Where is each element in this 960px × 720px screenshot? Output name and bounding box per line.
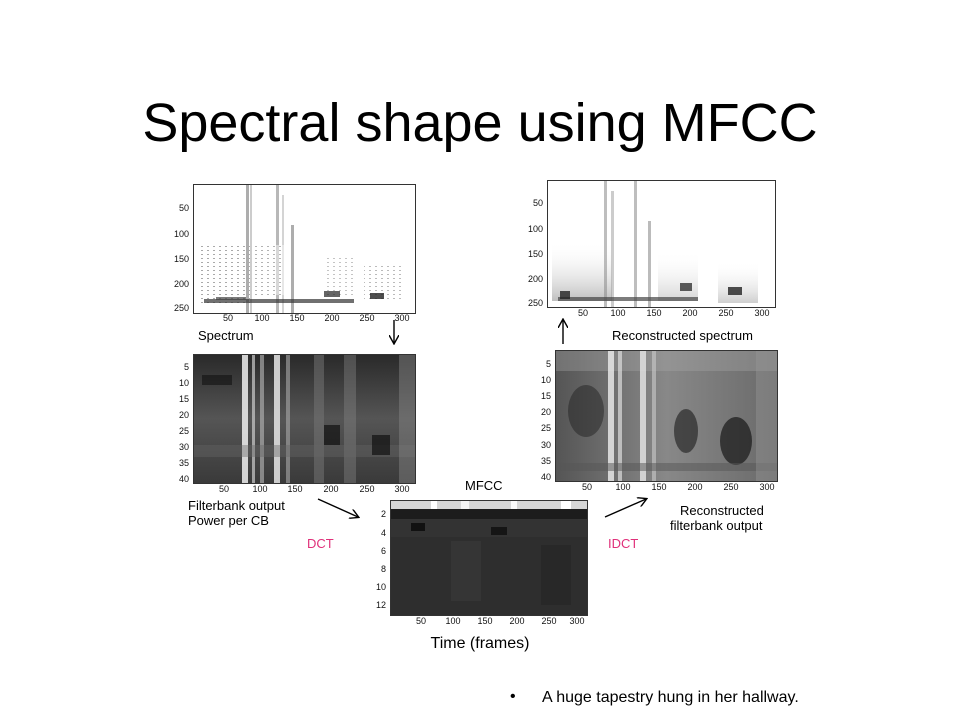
bullet-marker: • (510, 688, 516, 705)
reconstructed-filterbank-x-tick: 300 (759, 482, 775, 492)
filterbank-y-tick: 10 (178, 378, 189, 388)
reconstructed-filterbank-y-tick: 25 (540, 423, 551, 433)
filterbank-image (194, 355, 415, 483)
reconstructed-filterbank-x-tick: 50 (581, 482, 592, 492)
reconstructed-filterbank-y-tick: 20 (540, 407, 551, 417)
mfcc-x-tick: 100 (445, 616, 461, 626)
filterbank-y-tick: 15 (178, 394, 189, 404)
filterbank-x-tick: 300 (394, 484, 410, 494)
reconstructed-spectrum-x-tick: 50 (577, 308, 588, 318)
mfcc-to-reconstructed-filterbank-arrow (604, 499, 646, 518)
reconstructed-spectrum-x-tick: 200 (682, 308, 698, 318)
reconstructed-filterbank-plot (555, 350, 778, 482)
reconstructed-filterbank-y-tick: 5 (545, 359, 551, 369)
reconstructed-spectrum-image (552, 181, 758, 307)
filterbank-to-mfcc-arrow (317, 498, 358, 517)
reconstructed-spectrum-x-tick: 250 (718, 308, 734, 318)
spectrum-x-tick: 150 (289, 313, 305, 323)
spectrum-y-tick: 50 (178, 203, 189, 213)
filterbank-label-line2: Power per CB (188, 513, 269, 528)
spectrum-x-tick: 50 (222, 313, 233, 323)
mfcc-y-tick: 10 (375, 582, 386, 592)
bullet-text: A huge tapestry hung in her hallway. (542, 689, 799, 706)
spectrum-label: Spectrum (198, 328, 254, 343)
mfcc-y-tick: 8 (380, 564, 386, 574)
filterbank-y-tick: 35 (178, 458, 189, 468)
reconstructed-spectrum-y-tick: 100 (527, 224, 543, 234)
spectrum-x-tick: 100 (254, 313, 270, 323)
mfcc-x-tick: 50 (415, 616, 426, 626)
reconstructed-filterbank-x-tick: 200 (687, 482, 703, 492)
reconstructed-spectrum-y-tick: 150 (527, 249, 543, 259)
filterbank-y-tick: 30 (178, 442, 189, 452)
filterbank-plot (193, 354, 416, 484)
reconstructed-spectrum-y-tick: 250 (527, 298, 543, 308)
reconstructed-spectrum-label: Reconstructed spectrum (612, 328, 753, 343)
spectrum-y-tick: 150 (173, 254, 189, 264)
reconstructed-filterbank-x-tick: 100 (615, 482, 631, 492)
reconstructed-filterbank-y-tick: 10 (540, 375, 551, 385)
reconstructed-filterbank-y-tick: 35 (540, 456, 551, 466)
spectrum-y-tick: 200 (173, 279, 189, 289)
idct-label: IDCT (608, 536, 639, 551)
reconstructed-filterbank-x-tick: 150 (651, 482, 667, 492)
mfcc-x-tick: 300 (569, 616, 585, 626)
reconstructed-filterbank-x-tick: 250 (723, 482, 739, 492)
mfcc-plot (390, 500, 588, 616)
dct-label: DCT (307, 536, 334, 551)
filterbank-y-tick: 5 (183, 362, 189, 372)
mfcc-y-tick: 6 (380, 546, 386, 556)
filterbank-x-tick: 150 (287, 484, 303, 494)
spectrum-x-tick: 300 (394, 313, 410, 323)
filterbank-x-tick: 250 (359, 484, 375, 494)
slide-title: Spectral shape using MFCC (142, 93, 818, 153)
reconstructed-filterbank-y-tick: 40 (540, 472, 551, 482)
reconstructed-spectrum-plot (547, 180, 776, 308)
mfcc-x-tick: 150 (477, 616, 493, 626)
filterbank-y-tick: 20 (178, 410, 189, 420)
mfcc-x-tick: 200 (509, 616, 525, 626)
filterbank-label-line1: Filterbank output (188, 498, 285, 513)
reconstructed-spectrum-x-tick: 300 (754, 308, 770, 318)
spectrum-y-tick: 250 (173, 303, 189, 313)
spectrum-x-tick: 200 (324, 313, 340, 323)
spectrum-plot (193, 184, 416, 314)
mfcc-y-tick: 2 (380, 509, 386, 519)
filterbank-y-tick: 40 (178, 474, 189, 484)
spectrum-x-tick: 250 (359, 313, 375, 323)
reconstructed-filterbank-y-tick: 15 (540, 391, 551, 401)
mfcc-y-tick: 4 (380, 528, 386, 538)
filterbank-x-tick: 50 (218, 484, 229, 494)
filterbank-x-tick: 100 (252, 484, 268, 494)
reconstructed-filterbank-label-line2: filterbank output (670, 518, 763, 533)
filterbank-y-tick: 25 (178, 426, 189, 436)
reconstructed-spectrum-x-tick: 150 (646, 308, 662, 318)
mfcc-label: MFCC (465, 478, 503, 493)
time-axis-label: Time (frames) (430, 635, 530, 652)
mfcc-image (391, 501, 587, 615)
reconstructed-filterbank-label-line1: Reconstructed (680, 503, 764, 518)
mfcc-y-tick: 12 (375, 600, 386, 610)
mfcc-x-tick: 250 (541, 616, 557, 626)
reconstructed-spectrum-x-tick: 100 (610, 308, 626, 318)
spectrum-y-tick: 100 (173, 229, 189, 239)
reconstructed-spectrum-y-tick: 200 (527, 274, 543, 284)
filterbank-x-tick: 200 (323, 484, 339, 494)
reconstructed-spectrum-y-tick: 50 (532, 198, 543, 208)
spectrum-image (200, 185, 404, 313)
reconstructed-filterbank-image (556, 351, 777, 481)
reconstructed-filterbank-y-tick: 30 (540, 440, 551, 450)
